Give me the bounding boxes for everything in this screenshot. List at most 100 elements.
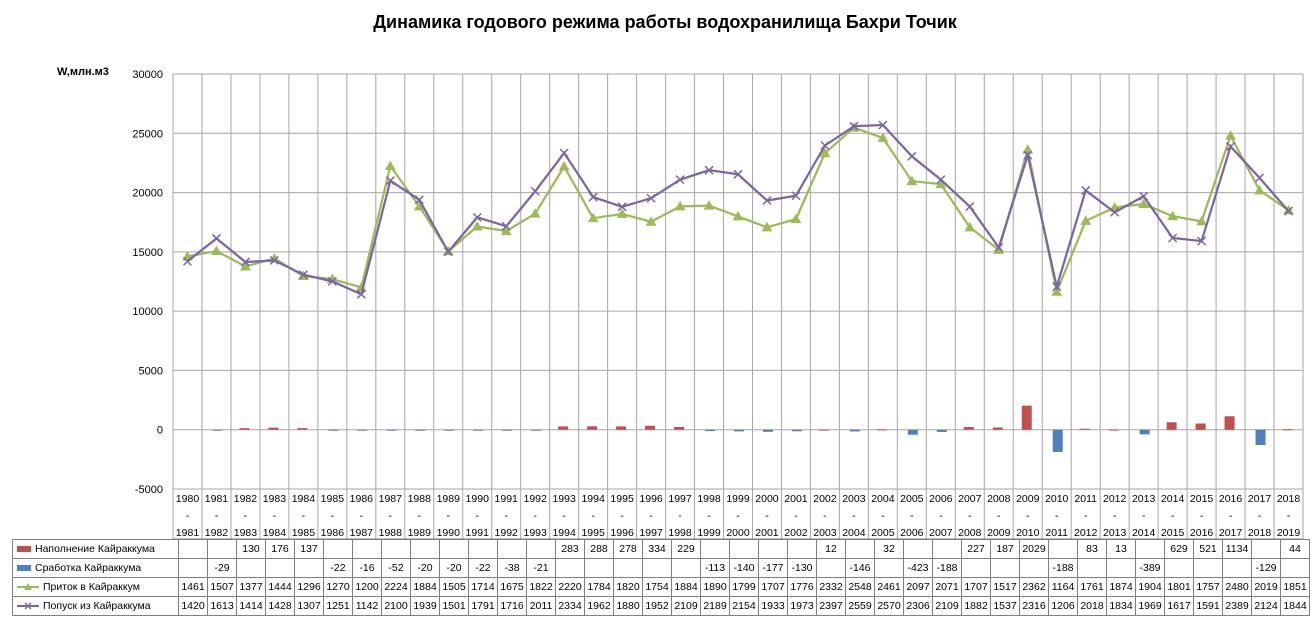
table-cell: 1617 — [1164, 596, 1194, 616]
table-cell: 1251 — [323, 596, 353, 616]
x-tick-label: 1992 — [495, 527, 519, 539]
x-tick-label: 1983 — [234, 527, 258, 539]
table-cell — [410, 539, 440, 559]
table-cell: -29 — [207, 558, 237, 578]
x-tick-label: 2016 — [1190, 527, 1214, 539]
data-point-inflow — [211, 245, 222, 256]
x-tick-label: - — [1055, 510, 1059, 522]
x-tick-label: 2005 — [871, 527, 895, 539]
table-cell — [584, 558, 614, 578]
data-point-release — [356, 289, 366, 299]
table-cell: 1716 — [497, 596, 527, 616]
bar-drawdown — [444, 429, 455, 431]
table-cell: 1844 — [1280, 596, 1310, 616]
data-point-inflow — [558, 160, 570, 171]
table-cell: -146 — [845, 558, 875, 578]
x-tick-label: 1993 — [552, 493, 576, 505]
table-cell: -21 — [526, 558, 556, 578]
table-cell: 1834 — [1106, 596, 1136, 616]
x-tick-label: - — [475, 510, 479, 522]
x-tick-label: - — [1171, 510, 1175, 522]
table-cell: 1420 — [178, 596, 208, 616]
data-point-release — [994, 242, 1004, 253]
table-cell: 1428 — [265, 596, 295, 616]
data-point-inflow — [964, 221, 976, 232]
table-cell: -188 — [1048, 558, 1078, 578]
data-point-inflow — [1138, 198, 1149, 208]
bar-drawdown — [531, 429, 542, 431]
bar-drawdown — [791, 429, 802, 432]
data-point-release — [269, 255, 279, 265]
x-tick-label: 1998 — [697, 493, 721, 505]
table-cell: 2029 — [1019, 539, 1049, 559]
x-tick-label: 2002 — [784, 527, 808, 539]
data-point-release — [588, 192, 598, 202]
legend-label: Сработка Кайраккума — [35, 562, 142, 574]
table-cell: -177 — [758, 558, 788, 578]
table-cell: -140 — [729, 558, 759, 578]
table-cell: 2097 — [903, 577, 933, 597]
table-cell: 229 — [671, 539, 701, 559]
table-cell: 1939 — [410, 596, 440, 616]
table-cell: 1801 — [1164, 577, 1194, 597]
table-cell — [758, 539, 788, 559]
table-cell — [207, 539, 237, 559]
table-cell: 1707 — [758, 577, 788, 597]
table-cell — [1222, 558, 1252, 578]
bar-drawdown — [415, 429, 426, 431]
x-tick-label: 2003 — [813, 527, 837, 539]
x-tick-label: 2000 — [755, 493, 779, 505]
legend-label: Попуск из Кайраккума — [43, 600, 151, 612]
data-point-release — [907, 151, 917, 161]
x-tick-label: - — [794, 510, 798, 522]
x-tick-label: 1988 — [379, 527, 403, 539]
y-tick-label: 30000 — [132, 69, 163, 81]
table-cell — [178, 558, 208, 578]
table-cell: 1884 — [410, 577, 440, 597]
data-point-inflow — [1051, 286, 1063, 296]
data-point-release — [762, 195, 772, 206]
table-cell: 2220 — [555, 577, 585, 597]
x-tick-label: - — [1200, 510, 1204, 522]
data-point-inflow — [1225, 130, 1236, 140]
data-point-release — [1081, 185, 1091, 195]
legend-entry: Приток в Кайраккум — [12, 577, 179, 597]
table-cell: 1962 — [584, 596, 614, 616]
data-point-inflow — [703, 200, 715, 210]
data-point-release — [298, 270, 308, 280]
bar-drawdown — [1139, 429, 1150, 435]
x-tick-label: 2018 — [1277, 493, 1301, 505]
table-cell: 2397 — [816, 596, 846, 616]
x-tick-label: - — [562, 510, 566, 522]
table-cell: 2332 — [816, 577, 846, 597]
table-cell: 1882 — [961, 596, 991, 616]
table-cell: 1714 — [468, 577, 498, 597]
data-point-inflow — [819, 147, 831, 158]
x-tick-label: 2009 — [1016, 493, 1040, 505]
x-tick-label: - — [939, 510, 943, 522]
table-cell — [932, 539, 962, 559]
bar-fill — [1079, 428, 1090, 430]
table-cell — [526, 539, 556, 559]
x-tick-label: 1987 — [350, 527, 374, 539]
x-tick-label: 1987 — [379, 493, 403, 505]
x-tick-label: 2007 — [929, 527, 953, 539]
x-tick-label: - — [823, 510, 827, 522]
bar-drawdown — [907, 429, 918, 435]
data-point-inflow — [877, 132, 889, 142]
table-cell — [729, 539, 759, 559]
x-tick-label: 1994 — [552, 527, 576, 539]
data-point-inflow — [471, 220, 483, 231]
x-tick-label: - — [707, 510, 711, 522]
x-tick-label: 2009 — [987, 527, 1011, 539]
table-cell: 44 — [1280, 539, 1310, 559]
x-tick-label: - — [968, 510, 972, 522]
bar-fill — [558, 426, 569, 430]
data-point-release — [211, 233, 221, 243]
data-point-inflow — [384, 160, 396, 171]
x-tick-label: - — [736, 510, 740, 522]
table-cell: 2019 — [1251, 577, 1281, 597]
table-cell: -22 — [468, 558, 498, 578]
table-cell — [352, 539, 382, 559]
table-cell — [1019, 558, 1049, 578]
